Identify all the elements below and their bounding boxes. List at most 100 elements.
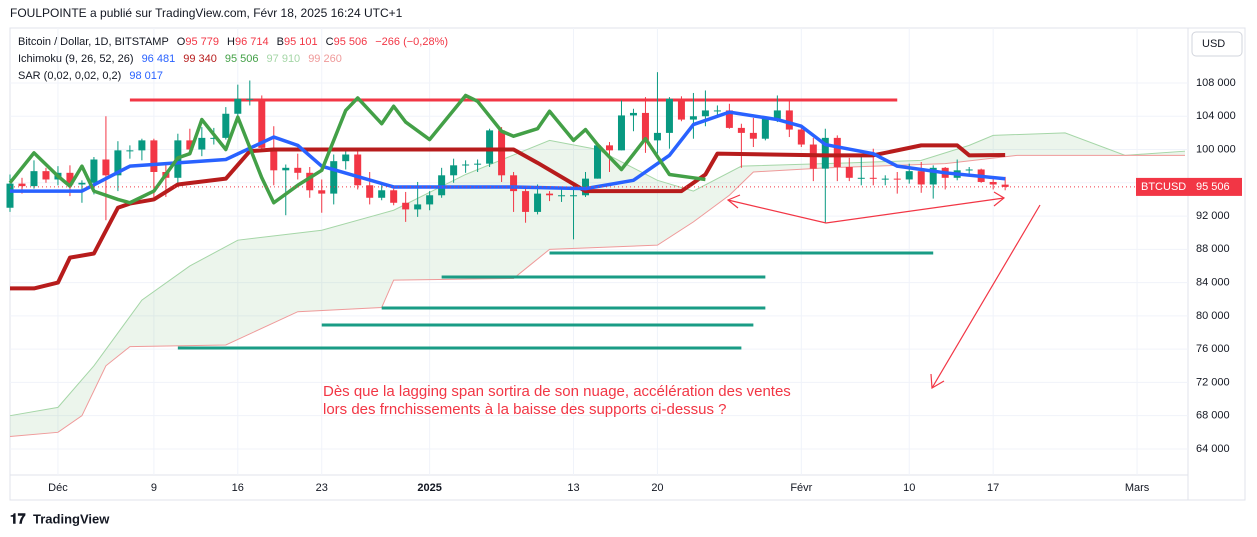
candle-body	[629, 112, 637, 116]
x-tick-label: Mars	[1125, 482, 1150, 494]
candle-body	[42, 171, 50, 180]
candle-body	[558, 195, 566, 197]
candle-body	[138, 140, 146, 151]
logo-mark: 𝟏𝟕	[10, 511, 26, 527]
ohlc-key: B	[277, 36, 284, 48]
candle-body	[605, 145, 613, 151]
candle-body	[653, 132, 661, 141]
candle-body	[282, 167, 290, 171]
candle-body	[450, 165, 458, 176]
candle-body	[342, 154, 350, 162]
candle-body	[498, 130, 506, 176]
candle-body	[510, 175, 518, 192]
arrow-head	[726, 194, 741, 209]
indicator-label: SAR (0,02, 0,02, 0,2)	[18, 70, 121, 82]
candle-body	[330, 161, 338, 194]
candle-body	[126, 150, 134, 152]
candle-body	[462, 164, 470, 166]
ohlc-value: 95 779	[185, 36, 219, 48]
x-tick-label: 2025	[417, 482, 441, 494]
candle-body	[294, 167, 302, 173]
candle-body	[318, 190, 326, 194]
candle-body	[665, 98, 673, 133]
arrows	[726, 191, 1041, 390]
y-tick-label: 84 000	[1196, 277, 1230, 289]
candle-body	[905, 171, 913, 180]
attribution: FOULPOINTE a publié sur TradingView.com,…	[10, 6, 403, 20]
indicator-value: 99 340	[183, 53, 217, 65]
ohlc-value: 95 101	[284, 36, 318, 48]
y-tick-label: 64 000	[1196, 443, 1230, 455]
candle-body	[378, 190, 386, 198]
x-tick-label: 16	[232, 482, 244, 494]
candle-body	[773, 110, 781, 119]
x-tick-label: 9	[151, 482, 157, 494]
logo: 𝟏𝟕 TradingView	[10, 511, 110, 527]
candle-body	[617, 115, 625, 151]
candle-body	[78, 182, 86, 185]
candle-body	[749, 132, 757, 139]
indicator-value: 98 017	[129, 70, 163, 82]
y-tick-label: 100 000	[1196, 143, 1236, 155]
price-value: 95 506	[1196, 181, 1230, 193]
indicator-value: 95 506	[225, 53, 259, 65]
candle-body	[90, 159, 98, 183]
indicator-value: 97 910	[267, 53, 301, 65]
candle-body	[30, 171, 38, 187]
candle-body	[102, 159, 110, 176]
x-tick-label: 10	[903, 482, 915, 494]
price-label-bg	[1136, 177, 1242, 196]
candle-body	[354, 154, 362, 186]
x-tick-label: 17	[987, 482, 999, 494]
symbol: Bitcoin / Dollar, 1D, BITSTAMP	[18, 36, 169, 48]
y-tick-label: 92 000	[1196, 210, 1230, 222]
indicator-label: Ichimoku (9, 26, 52, 26)	[18, 53, 134, 65]
candle-body	[893, 178, 901, 180]
candle-body	[845, 166, 853, 178]
chart-frame	[9, 27, 1246, 501]
candle-body	[486, 130, 494, 164]
candle-body	[198, 137, 206, 150]
candle-body	[785, 110, 793, 130]
ohlc-value: 96 714	[235, 36, 269, 48]
candle-body	[18, 183, 26, 187]
candle-body	[725, 110, 733, 128]
candle-body	[821, 137, 829, 169]
candle-body	[1001, 184, 1009, 187]
candle-body	[989, 181, 997, 185]
currency-button[interactable]	[1191, 31, 1243, 57]
ohlc-value: 95 506	[334, 36, 368, 48]
ohlc-key: C	[326, 36, 334, 48]
candle-body	[414, 204, 422, 210]
plot	[6, 28, 1188, 475]
indicator-line	[10, 143, 1006, 291]
candle-body	[210, 137, 218, 139]
y-tick-label: 108 000	[1196, 77, 1236, 89]
candle-body	[701, 110, 709, 117]
annotation: lors des frnchissements à la baisse des …	[323, 401, 727, 418]
indicator-line	[8, 93, 706, 205]
legend: Bitcoin / Dollar, 1D, BITSTAMP O 95 779 H 96…	[18, 36, 448, 82]
candle-body	[713, 110, 721, 112]
y-tick-label: 80 000	[1196, 310, 1230, 322]
candle-body	[965, 169, 973, 171]
candle-body	[677, 98, 685, 120]
candle-body	[246, 98, 254, 100]
y-tick-label: 72 000	[1196, 376, 1230, 388]
x-tick-label: Févr	[790, 482, 812, 494]
ohlc-key: H	[227, 36, 235, 48]
price-symbol: BTCUSD	[1141, 181, 1186, 193]
candle-body	[258, 98, 266, 148]
candle-body	[689, 116, 697, 120]
candle-body	[306, 172, 314, 191]
currency: USD	[1202, 38, 1225, 50]
candle-body	[929, 167, 937, 185]
candle-body	[869, 177, 877, 179]
indicator-value: 96 481	[142, 53, 176, 65]
arrow	[727, 197, 1005, 224]
candle-body	[737, 127, 745, 133]
candle-body	[857, 177, 865, 179]
candle-body	[761, 118, 769, 139]
x-tick-label: 23	[316, 482, 328, 494]
